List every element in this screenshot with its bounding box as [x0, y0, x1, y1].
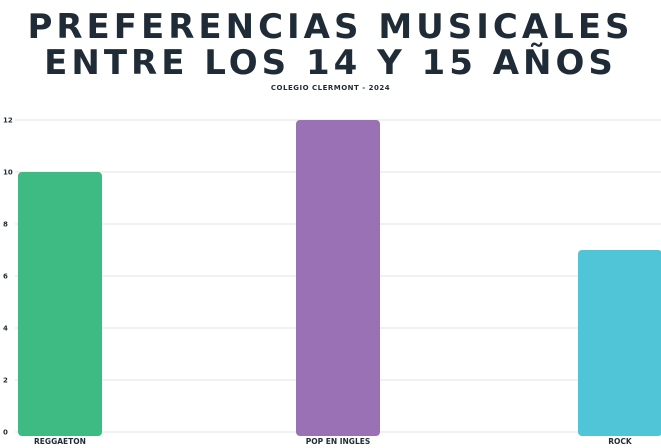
chart-title-line-2: ENTRE LOS 14 Y 15 AÑOS	[44, 43, 617, 83]
y-tick-label: 6	[3, 273, 8, 281]
y-tick-label: 2	[3, 377, 8, 385]
y-tick-label: 8	[3, 221, 8, 229]
bar-reggaeton	[18, 172, 102, 436]
y-tick-label: 0	[3, 429, 8, 437]
bar-pop-en-ingles	[296, 120, 380, 436]
y-tick-label: 12	[3, 117, 13, 125]
x-category-label: ROCK	[608, 437, 633, 446]
x-axis-categories: REGGAETON POP EN INGLES ROCK	[34, 437, 633, 446]
x-category-label: POP EN INGLES	[306, 437, 371, 446]
x-category-label: REGGAETON	[34, 437, 86, 446]
y-tick-label: 4	[3, 325, 8, 333]
bars	[18, 120, 661, 436]
y-tick-label: 10	[3, 169, 13, 177]
y-axis-ticks: 0 2 4 6 8 10 12	[3, 117, 13, 437]
chart-title-line-1: PREFERENCIAS MUSICALES	[27, 7, 634, 47]
bar-rock	[578, 250, 661, 436]
chart-subtitle: COLEGIO CLERMONT - 2024	[270, 84, 391, 92]
